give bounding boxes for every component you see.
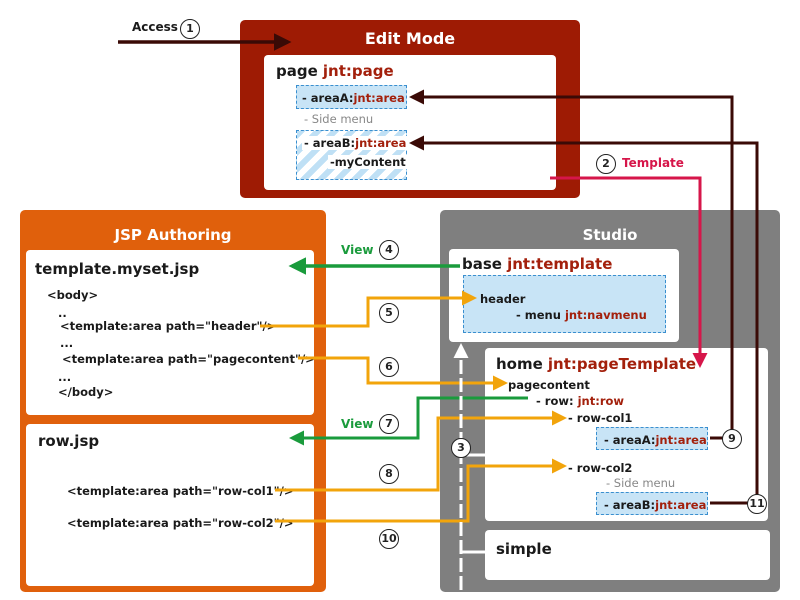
- studio-area-a-name: - areaA:: [604, 433, 656, 447]
- base-menu-label: - menu jnt:navmenu: [516, 308, 647, 322]
- edit-side-menu: - Side menu: [304, 112, 374, 126]
- page-node-name: page: [276, 62, 318, 80]
- home-pagecontent-label: pagecontent: [508, 378, 590, 392]
- edit-area-a-type: jnt:area: [353, 91, 405, 105]
- template-line-body-close: </body>: [58, 385, 114, 399]
- step-8-badge: 8: [379, 464, 399, 484]
- home-template-title: home jnt:pageTemplate: [496, 354, 696, 373]
- edit-my-content: -myContent: [328, 155, 408, 169]
- studio-area-b-label: - areaB:jnt:area: [604, 498, 706, 512]
- home-template-name: home: [496, 355, 543, 373]
- studio-title: Studio: [582, 226, 638, 244]
- edit-area-a-label: - areaA:jnt:area: [302, 91, 405, 105]
- row-line-col2-area: <template:area path="row-col2"/>: [67, 516, 294, 530]
- step-7-badge: 7: [379, 414, 399, 434]
- step-9-badge: 9: [722, 429, 742, 449]
- access-label: Access: [132, 20, 178, 34]
- view-label-template: View: [341, 243, 374, 257]
- step-5-badge: 5: [379, 303, 399, 323]
- studio-area-b-type: jnt:area: [655, 498, 707, 512]
- view-label-row: View: [341, 417, 374, 431]
- step-6-badge: 6: [379, 357, 399, 377]
- studio-area-a-type: jnt:area: [655, 433, 707, 447]
- edit-area-a-name: - areaA:: [302, 91, 354, 105]
- template-jsp-card: [26, 250, 314, 415]
- step-4-badge: 4: [379, 240, 399, 260]
- studio-area-b-name: - areaB:: [604, 498, 656, 512]
- edit-area-b-name: - areaB:: [304, 136, 356, 150]
- row-line-col1-area: <template:area path="row-col1"/>: [67, 484, 294, 498]
- home-row-col1-label: - row-col1: [568, 411, 633, 425]
- edit-area-b-type: jnt:area: [355, 136, 407, 150]
- base-template-title: base jnt:template: [462, 254, 612, 273]
- studio-area-a-label: - areaA:jnt:area: [604, 433, 707, 447]
- step-3-badge: 3: [451, 438, 471, 458]
- row-jsp-card: [26, 424, 314, 586]
- template-line-dots-3: ...: [58, 370, 72, 384]
- jsp-authoring-title: JSP Authoring: [114, 226, 232, 244]
- edit-area-a[interactable]: [296, 85, 407, 109]
- simple-template-name: simple: [496, 540, 552, 558]
- edit-area-b-label: - areaB:jnt:area: [302, 136, 409, 150]
- base-menu-prefix: - menu: [516, 308, 561, 322]
- row-jsp-filename: row.jsp: [38, 432, 100, 450]
- home-row-prefix: - row:: [536, 394, 574, 408]
- base-header-label: header: [480, 292, 526, 306]
- step-10-badge: 10: [379, 529, 399, 549]
- template-link-label: Template: [622, 156, 684, 170]
- base-template-type: jnt:template: [507, 255, 613, 273]
- studio-side-menu: - Side menu: [606, 476, 676, 490]
- template-line-dots-2: ...: [60, 336, 74, 350]
- home-row-type: jnt:row: [577, 394, 625, 408]
- template-line-header-area: <template:area path="header"/>: [60, 319, 277, 333]
- template-line-dots-1: ..: [58, 306, 67, 320]
- step-11-badge: 11: [747, 494, 767, 514]
- home-template-type: jnt:pageTemplate: [547, 355, 697, 373]
- step-2-badge: 2: [596, 154, 616, 174]
- simple-template-card: [485, 530, 770, 580]
- page-node-type: jnt:page: [322, 62, 394, 80]
- step-1-badge: 1: [180, 19, 200, 39]
- template-jsp-filename: template.myset.jsp: [35, 260, 200, 278]
- template-line-body-open: <body>: [47, 288, 99, 302]
- base-menu-type: jnt:navmenu: [564, 308, 647, 322]
- page-node-title: page jnt:page: [276, 61, 394, 80]
- base-template-name: base: [462, 255, 502, 273]
- edit-mode-title: Edit Mode: [364, 29, 456, 48]
- home-row-label: - row: jnt:row: [536, 394, 624, 408]
- home-row-col2-label: - row-col2: [568, 461, 633, 475]
- template-line-pagecontent-area: <template:area path="pagecontent"/>: [62, 352, 315, 366]
